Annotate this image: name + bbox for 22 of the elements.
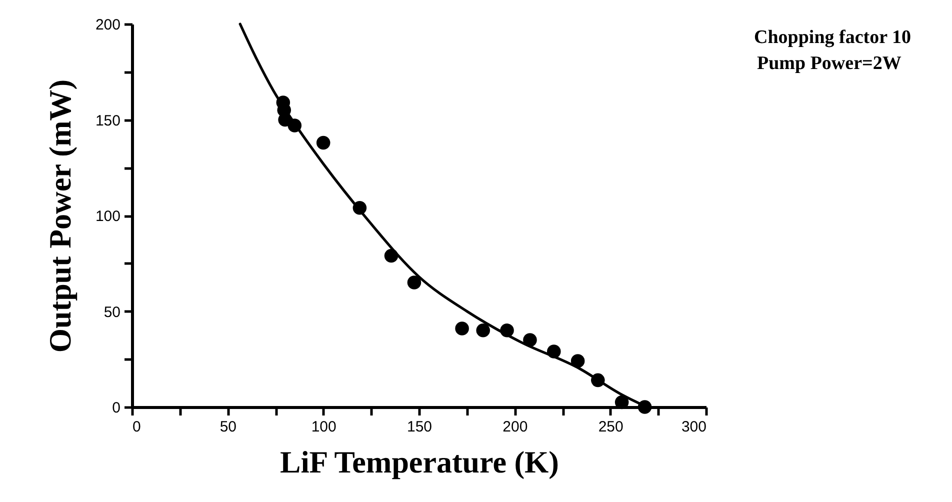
x-tick-label: 200 <box>502 418 528 436</box>
x-tick-label: 50 <box>220 418 237 436</box>
point <box>614 395 629 410</box>
point <box>523 333 537 347</box>
y-tick-label: 150 <box>95 112 120 130</box>
point <box>455 322 469 336</box>
x-tick-label: 300 <box>681 418 706 436</box>
text: Chopping factor 10 <box>754 27 911 48</box>
x-tick-label: 250 <box>598 418 624 436</box>
y-tick-label: 100 <box>95 208 120 225</box>
x-axis-title: LiF Temperature (K) <box>280 444 559 480</box>
text: Pump Power=2W <box>757 53 902 74</box>
y-axis-title: Output Power (mW) <box>42 79 78 353</box>
point <box>316 136 330 150</box>
point <box>407 276 422 290</box>
x-tick-label: 100 <box>311 418 336 436</box>
y-tick-label: 0 <box>112 400 120 416</box>
point <box>476 324 490 338</box>
y-tick-label: 200 <box>95 16 120 34</box>
y-tick-label: 50 <box>104 304 120 321</box>
x-tick-label: 0 <box>132 418 141 436</box>
x-tick-label: 150 <box>406 418 432 436</box>
